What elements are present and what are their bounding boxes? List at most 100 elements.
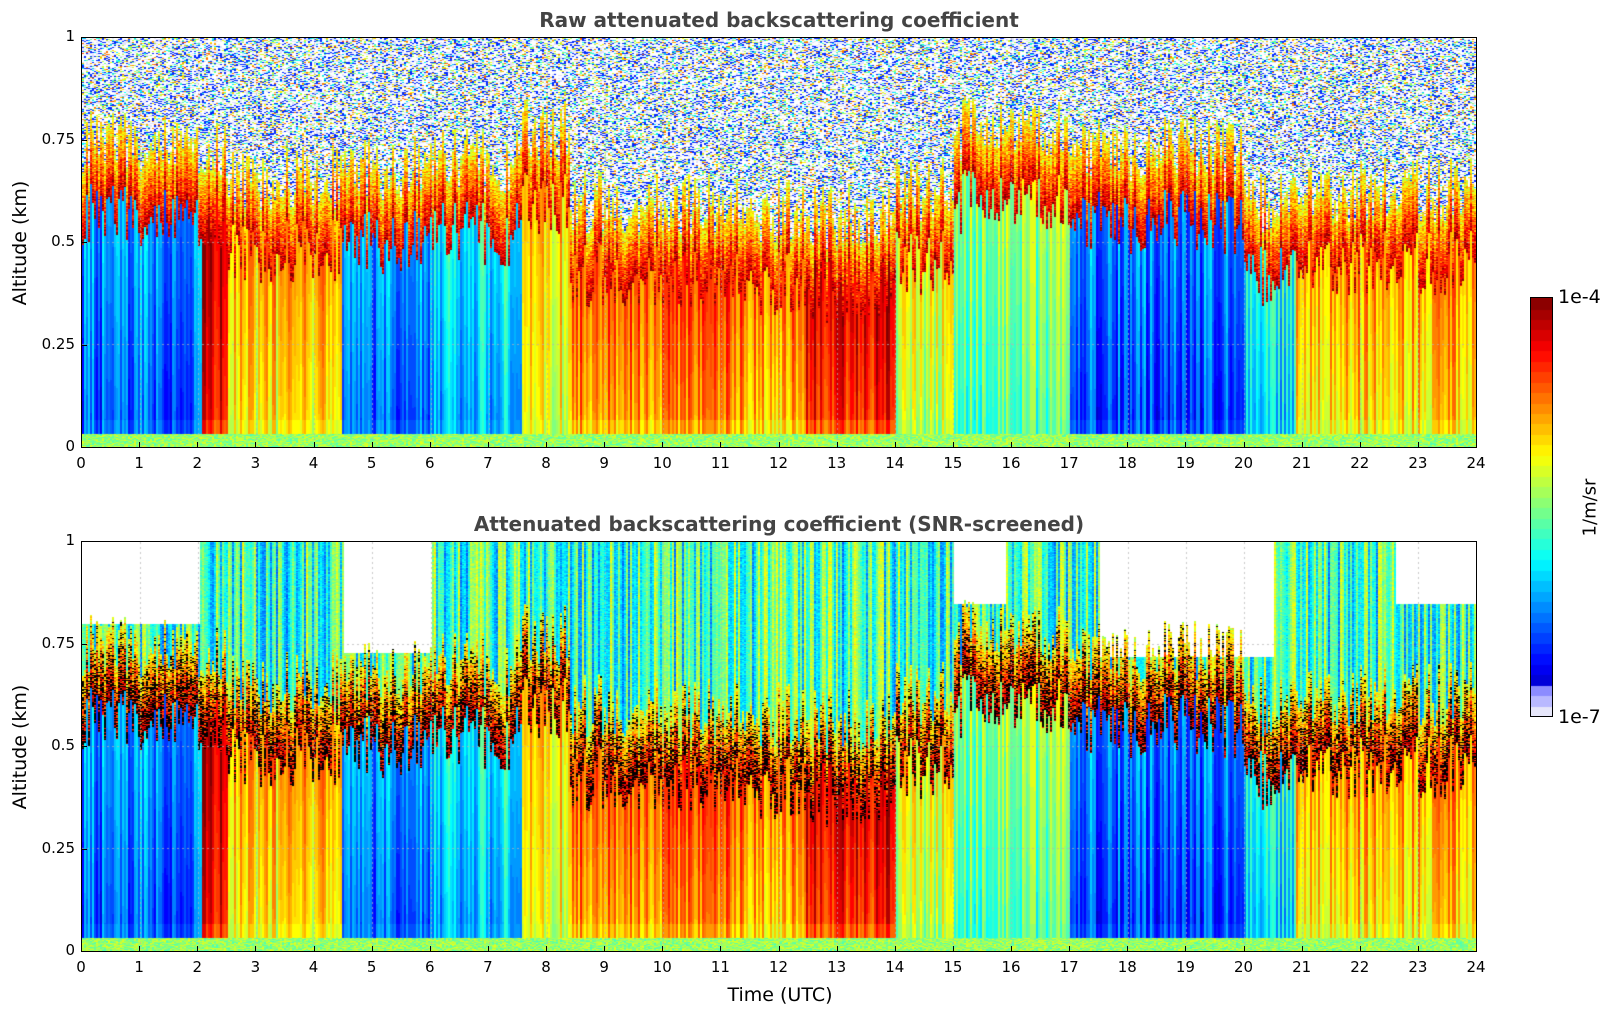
- y-tick-label: 0.75: [41, 129, 75, 148]
- x-tick-mark: [487, 442, 489, 448]
- x-tick-mark: [429, 442, 431, 448]
- x-tick-mark: [1301, 442, 1303, 448]
- y-tick-mark: [81, 848, 87, 850]
- x-tick-mark: [197, 442, 199, 448]
- colorbar-max-label: 1e-4: [1558, 286, 1601, 308]
- y-tick-label: 0.5: [51, 736, 75, 754]
- colorbar: [1530, 297, 1553, 717]
- x-tick-label: 21: [1292, 958, 1312, 976]
- x-tick-mark: [81, 946, 82, 952]
- x-tick-mark: [1417, 442, 1419, 448]
- x-tick-mark: [1069, 442, 1071, 448]
- x-tick-mark: [1127, 946, 1129, 952]
- x-tick-mark: [662, 946, 664, 952]
- x-tick-mark: [313, 946, 315, 952]
- x-tick-mark: [371, 442, 373, 448]
- x-tick-mark: [952, 442, 954, 448]
- x-tick-mark: [720, 442, 722, 448]
- x-tick-label: 1: [134, 958, 144, 976]
- x-tick-label: 2: [192, 454, 203, 472]
- y-tick-label: 0.75: [41, 633, 75, 652]
- x-tick-mark: [1301, 946, 1303, 952]
- x-tick-mark: [1476, 442, 1477, 448]
- x-tick-mark: [1417, 946, 1419, 952]
- x-tick-label: 5: [366, 454, 377, 472]
- x-tick-mark: [662, 442, 664, 448]
- x-tick-label: 20: [1233, 454, 1254, 472]
- x-tick-label: 14: [885, 454, 905, 472]
- x-tick-label: 16: [1001, 454, 1021, 472]
- colorbar-min-label: 1e-7: [1558, 706, 1601, 728]
- bottom-heatmap-canvas: [82, 542, 1476, 951]
- x-tick-mark: [1127, 442, 1129, 448]
- x-tick-mark: [1243, 946, 1245, 952]
- top-y-axis-label: Altitude (km): [9, 180, 31, 306]
- x-tick-label: 22: [1350, 958, 1370, 976]
- x-tick-label: 11: [710, 958, 730, 976]
- x-tick-mark: [546, 442, 547, 448]
- bottom-y-axis-label: Altitude (km): [9, 684, 31, 810]
- x-tick-label: 13: [827, 454, 847, 472]
- bottom-heatmap-panel: [81, 541, 1477, 952]
- x-tick-mark: [81, 442, 82, 448]
- x-tick-mark: [1011, 442, 1012, 448]
- x-tick-label: 17: [1059, 454, 1079, 472]
- y-tick-label: 1: [65, 531, 75, 549]
- x-tick-mark: [1185, 442, 1187, 448]
- x-tick-mark: [487, 946, 489, 952]
- x-tick-mark: [836, 442, 838, 448]
- x-tick-mark: [604, 442, 606, 448]
- x-tick-label: 6: [424, 454, 435, 472]
- x-tick-label: 4: [308, 454, 319, 472]
- x-tick-label: 2: [192, 958, 203, 976]
- x-tick-label: 15: [943, 454, 963, 472]
- y-tick-label: 1: [65, 27, 75, 45]
- x-tick-label: 19: [1175, 454, 1195, 472]
- x-tick-label: 16: [1001, 958, 1021, 976]
- x-tick-label: 8: [541, 958, 551, 976]
- x-tick-mark: [197, 946, 199, 952]
- x-tick-mark: [1185, 946, 1187, 952]
- x-tick-label: 0: [76, 958, 86, 976]
- x-axis-label: Time (UTC): [727, 984, 833, 1006]
- y-tick-mark: [81, 746, 87, 747]
- x-tick-label: 18: [1117, 958, 1137, 976]
- x-tick-label: 13: [827, 958, 847, 976]
- x-tick-label: 14: [885, 958, 905, 976]
- x-tick-label: 21: [1292, 454, 1312, 472]
- x-tick-label: 24: [1466, 958, 1486, 976]
- x-tick-mark: [1359, 946, 1361, 952]
- y-tick-mark: [81, 37, 87, 38]
- x-tick-mark: [429, 946, 431, 952]
- x-tick-mark: [1243, 442, 1245, 448]
- x-tick-mark: [139, 442, 141, 448]
- x-tick-label: 17: [1059, 958, 1079, 976]
- x-tick-mark: [604, 946, 606, 952]
- x-tick-label: 12: [768, 958, 789, 976]
- x-tick-mark: [894, 946, 896, 952]
- x-tick-label: 10: [652, 454, 672, 472]
- y-tick-label: 0.25: [41, 334, 75, 353]
- x-tick-mark: [778, 442, 780, 448]
- bottom-chart-title: Attenuated backscattering coefficient (S…: [473, 512, 1085, 536]
- x-tick-label: 12: [768, 454, 789, 472]
- y-tick-label: 0.5: [51, 232, 75, 250]
- x-tick-label: 7: [483, 958, 493, 976]
- y-tick-label: 0: [65, 437, 75, 455]
- x-tick-label: 3: [250, 958, 261, 976]
- x-tick-label: 9: [599, 958, 609, 976]
- y-tick-mark: [81, 643, 87, 645]
- x-tick-mark: [1069, 946, 1071, 952]
- x-tick-mark: [1011, 946, 1012, 952]
- x-tick-mark: [371, 946, 373, 952]
- y-tick-mark: [81, 242, 87, 243]
- x-tick-mark: [836, 946, 838, 952]
- x-tick-label: 22: [1350, 454, 1370, 472]
- y-tick-mark: [81, 344, 87, 346]
- x-tick-mark: [313, 442, 315, 448]
- x-tick-mark: [720, 946, 722, 952]
- x-tick-label: 11: [710, 454, 730, 472]
- top-heatmap-panel: [81, 37, 1477, 448]
- x-tick-mark: [139, 946, 141, 952]
- x-tick-mark: [255, 946, 257, 952]
